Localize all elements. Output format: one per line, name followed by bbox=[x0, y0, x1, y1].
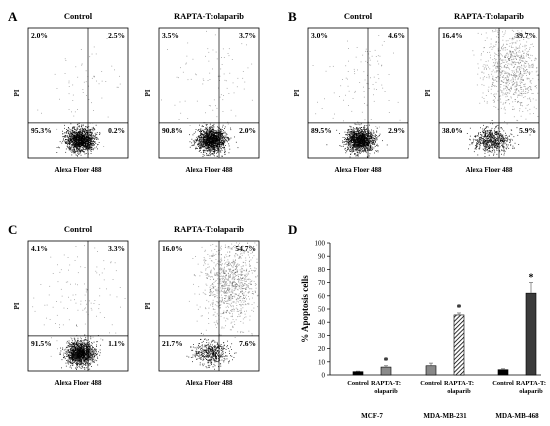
flow-plot-c-treated: RAPTA-T:olaparib 16.0% 54.7% 21.7% 7.6% Alexa… bbox=[143, 224, 267, 393]
apoptosis-bar-chart: 0 10 20 30 40 50 60 70 80 90 100 % Apoptosis cells C… bbox=[300, 240, 546, 421]
y-tick-label: 60 bbox=[318, 292, 326, 300]
quadrant-lr-pct: 1.1% bbox=[108, 339, 125, 348]
bar-treated-2 bbox=[525, 292, 537, 376]
bar-treated-0 bbox=[380, 366, 392, 376]
flow-x-axis-label: Alexa Floer 488 bbox=[466, 166, 513, 174]
flow-plot-c-control: Control 4.1% 3.3% 91.5% 1.1% Alexa Floer 488 P… bbox=[12, 224, 136, 393]
flow-y-axis-label: PI bbox=[424, 89, 432, 96]
group-label: MDA-MB-468 bbox=[495, 412, 539, 420]
quadrant-ul-pct: 16.0% bbox=[162, 244, 183, 253]
group-label: MCF-7 bbox=[361, 412, 383, 420]
flow-plot-title: RAPTA-T:olaparib bbox=[453, 11, 525, 21]
panel-letter-b: B bbox=[288, 9, 297, 24]
quadrant-ul-pct: 3.0% bbox=[311, 31, 328, 40]
quadrant-ll-pct: 91.5% bbox=[31, 339, 52, 348]
flow-x-axis-label: Alexa Floer 488 bbox=[335, 166, 382, 174]
bar-label-treated-2: olaparib bbox=[447, 388, 471, 395]
flow-x-axis-label: Alexa Floer 488 bbox=[55, 166, 102, 174]
quadrant-ll-pct: 21.7% bbox=[162, 339, 183, 348]
significance-star: * bbox=[529, 273, 534, 284]
flow-y-axis-label: PI bbox=[13, 89, 21, 96]
flow-plot-title: RAPTA-T:olaparib bbox=[173, 11, 245, 21]
quadrant-lr-pct: 5.9% bbox=[519, 126, 536, 135]
y-tick-label: 0 bbox=[322, 372, 326, 380]
flow-plot-a-treated: RAPTA-T:olaparib 3.5% 3.7% 90.8% 2.0% Alexa F… bbox=[143, 11, 267, 180]
bar-label-control: Control bbox=[492, 380, 514, 387]
quadrant-ur-pct: 54.7% bbox=[235, 244, 256, 253]
flow-y-axis-label: PI bbox=[144, 302, 152, 309]
bar-label-treated-2: olaparib bbox=[374, 388, 398, 395]
flow-plot-b-control: Control 3.0% 4.6% 89.5% 2.9% Alexa Floer 488 P… bbox=[292, 11, 416, 180]
quadrant-lr-pct: 7.6% bbox=[239, 339, 256, 348]
flow-y-axis-label: PI bbox=[293, 89, 301, 96]
bar-label-treated-1: RAPTA-T: bbox=[444, 380, 474, 387]
flow-plot-title: Control bbox=[63, 224, 93, 234]
quadrant-lr-pct: 2.9% bbox=[388, 126, 405, 135]
quadrant-lr-pct: 2.0% bbox=[239, 126, 256, 135]
y-tick-label: 30 bbox=[318, 332, 326, 340]
quadrant-ll-pct: 38.0% bbox=[442, 126, 463, 135]
flow-y-axis-label: PI bbox=[13, 302, 21, 309]
flow-x-axis-label: Alexa Floer 488 bbox=[55, 379, 102, 387]
y-tick-label: 40 bbox=[318, 319, 326, 327]
quadrant-ul-pct: 4.1% bbox=[31, 244, 48, 253]
y-tick-label: 80 bbox=[318, 266, 326, 274]
quadrant-ur-pct: 3.7% bbox=[239, 31, 256, 40]
quadrant-ul-pct: 3.5% bbox=[162, 31, 179, 40]
flow-plot-title: Control bbox=[343, 11, 373, 21]
flow-y-axis-label: PI bbox=[144, 89, 152, 96]
quadrant-ll-pct: 95.3% bbox=[31, 126, 52, 135]
bar-label-treated-1: RAPTA-T: bbox=[516, 380, 546, 387]
quadrant-ul-pct: 16.4% bbox=[442, 31, 463, 40]
bar-control-1 bbox=[425, 365, 437, 376]
y-tick-label: 20 bbox=[318, 345, 326, 353]
quadrant-ll-pct: 89.5% bbox=[311, 126, 332, 135]
flow-plot-title: RAPTA-T:olaparib bbox=[173, 224, 245, 234]
y-tick-label: 10 bbox=[318, 358, 326, 366]
panel-letter-a: A bbox=[8, 9, 18, 24]
panel-letter-d: D bbox=[288, 222, 298, 237]
y-tick-label: 50 bbox=[318, 306, 326, 314]
quadrant-ur-pct: 3.3% bbox=[108, 244, 125, 253]
y-tick-label: 70 bbox=[318, 279, 326, 287]
y-tick-label: 90 bbox=[318, 253, 326, 261]
quadrant-ll-pct: 90.8% bbox=[162, 126, 183, 135]
flow-x-axis-label: Alexa Floer 488 bbox=[186, 379, 233, 387]
bar-label-treated-2: olaparib bbox=[519, 388, 543, 395]
flow-plot-b-treated: RAPTA-T:olaparib 16.4% 39.7% 38.0% 5.9% Alexa… bbox=[423, 11, 547, 180]
quadrant-ur-pct: 39.7% bbox=[515, 31, 536, 40]
panel-letter-c: C bbox=[8, 222, 18, 237]
bar-label-control: Control bbox=[420, 380, 442, 387]
bar-label-control: Control bbox=[347, 380, 369, 387]
bar-treated-1 bbox=[453, 314, 465, 376]
flow-x-axis-label: Alexa Floer 488 bbox=[186, 166, 233, 174]
group-label: MDA-MB-231 bbox=[423, 412, 467, 420]
bar-control-2 bbox=[497, 369, 509, 376]
bar-label-treated-1: RAPTA-T: bbox=[371, 380, 401, 387]
bar-control-0 bbox=[352, 371, 364, 376]
quadrant-ur-pct: 4.6% bbox=[388, 31, 405, 40]
quadrant-lr-pct: 0.2% bbox=[108, 126, 125, 135]
flow-plot-a-control: Control 2.0% 2.5% 95.3% 0.2% Alexa Floer 488 P… bbox=[12, 11, 136, 180]
significance-star: * bbox=[384, 356, 389, 367]
y-axis-label: % Apoptosis cells bbox=[300, 275, 310, 343]
y-tick-label: 100 bbox=[315, 240, 326, 248]
flow-plot-title: Control bbox=[63, 11, 93, 21]
quadrant-ur-pct: 2.5% bbox=[108, 31, 125, 40]
significance-star: * bbox=[457, 303, 462, 314]
quadrant-ul-pct: 2.0% bbox=[31, 31, 48, 40]
